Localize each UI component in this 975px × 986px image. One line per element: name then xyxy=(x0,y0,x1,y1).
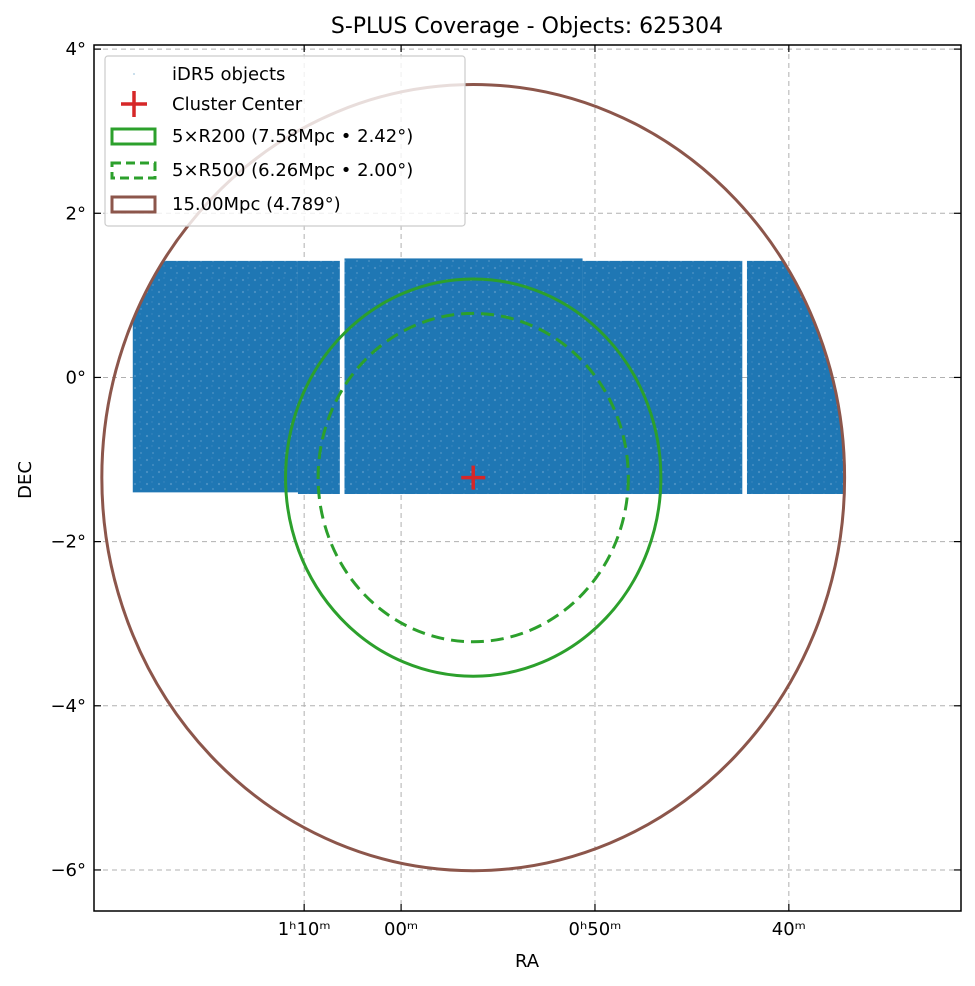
x-axis-label: RA xyxy=(515,951,540,972)
legend-label: 15.00Mpc (4.789°) xyxy=(172,194,341,215)
legend-label: Cluster Center xyxy=(172,94,303,115)
coverage-fields xyxy=(132,258,845,495)
radius-circle xyxy=(100,82,847,873)
y-tick-label: 2° xyxy=(66,203,86,224)
y-tick-label: −2° xyxy=(50,532,86,553)
legend-label: 5×R500 (6.26Mpc • 2.00°) xyxy=(172,160,413,181)
chart-title: S-PLUS Coverage - Objects: 625304 xyxy=(331,14,723,39)
y-tick-label: 4° xyxy=(66,39,86,60)
y-tick-label: 0° xyxy=(66,367,86,388)
y-axis-label: DEC xyxy=(15,461,36,499)
legend-symbol xyxy=(110,161,157,180)
coverage-field xyxy=(132,260,298,493)
legend-symbol xyxy=(110,195,157,214)
marker-layer xyxy=(461,465,486,490)
legend: iDR5 objects Cluster Center 5×R200 (7.58Mp… xyxy=(104,55,466,227)
cluster-center-marker xyxy=(461,465,486,490)
circles-layer xyxy=(100,82,847,873)
legend-label: 5×R200 (7.58Mpc • 2.42°) xyxy=(172,126,413,147)
x-tick-label: 00ᵐ xyxy=(384,919,418,940)
x-tick-label: 40ᵐ xyxy=(772,919,806,940)
coverage-layer xyxy=(132,258,845,495)
coverage-field xyxy=(505,258,583,495)
y-ticks: 4° 2° 0° −2° −4° −6° xyxy=(50,39,961,881)
legend-label: iDR5 objects xyxy=(172,64,285,85)
y-tick-label: −6° xyxy=(50,860,86,881)
legend-box xyxy=(104,55,466,227)
plot-frame xyxy=(93,44,962,912)
x-ticks: 1ʰ10ᵐ 00ᵐ 0ʰ50ᵐ 40ᵐ xyxy=(278,45,806,940)
radius-circle xyxy=(284,277,663,678)
legend-symbol xyxy=(121,91,147,117)
coverage-field xyxy=(344,258,506,495)
radius-circle xyxy=(316,311,630,644)
coverage-field xyxy=(582,260,743,495)
legend-symbol xyxy=(110,127,157,146)
x-tick-label: 1ʰ10ᵐ xyxy=(278,919,331,940)
legend-symbol xyxy=(133,73,135,75)
y-tick-label: −4° xyxy=(50,696,86,717)
x-tick-label: 0ʰ50ᵐ xyxy=(569,919,622,940)
